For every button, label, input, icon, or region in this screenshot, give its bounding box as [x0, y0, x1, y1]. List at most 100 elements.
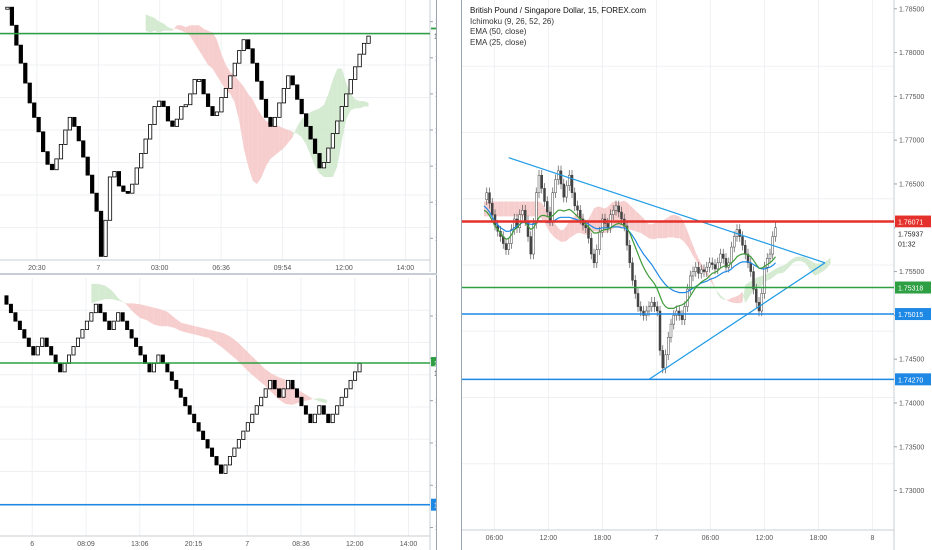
candle-up	[565, 185, 568, 198]
panel-divider-horizontal[interactable]	[0, 273, 437, 275]
renko-brick-down	[192, 413, 197, 424]
renko-brick-up	[54, 158, 59, 171]
renko-brick-down	[49, 163, 55, 171]
cloud-segment-red	[306, 394, 314, 401]
candle-down	[755, 288, 758, 303]
price-label-text: 1.74270	[898, 377, 923, 384]
candle-down	[625, 225, 629, 246]
cloud-segment-green	[715, 287, 718, 295]
x-tick-label: 08:09	[77, 541, 95, 548]
cloud-segment-red	[188, 324, 196, 335]
candle-down	[744, 245, 747, 255]
cloud-segment-red	[503, 201, 506, 217]
candle-up	[716, 262, 719, 270]
cloud-segment-green	[154, 18, 160, 33]
cloud-segment-red	[506, 201, 509, 217]
renko-brick-up	[366, 35, 371, 44]
renko-brick-up	[71, 346, 76, 356]
renko-brick-down	[290, 75, 295, 86]
cloud-segment-red	[261, 115, 267, 177]
cloud-segment-red	[594, 206, 597, 232]
cloud-segment-green	[827, 257, 831, 268]
candle-down	[746, 253, 750, 264]
renko-brick-down	[72, 116, 77, 127]
candle-down	[642, 310, 645, 316]
renko-brick-down	[170, 120, 175, 127]
cloud-segment-red	[274, 124, 280, 156]
legend-ema-25[interactable]: EMA (25, close)	[470, 37, 527, 47]
cloud-segment-red	[216, 331, 223, 349]
renko-chart-top-left-svg[interactable]: 1.76000 1.75800 1.75600 1.75400 1.75200 1.750…	[0, 0, 436, 272]
renko-brick-up	[67, 354, 72, 364]
renko-brick-up	[286, 75, 291, 89]
renko-brick-up	[241, 39, 246, 51]
x-tick-label: 09:54	[274, 265, 292, 272]
cloud-segment-green	[332, 68, 338, 177]
y-tick-label: 1.74500	[899, 357, 924, 364]
candle-down	[713, 264, 717, 270]
candle-down	[587, 227, 590, 239]
y-tick-label: 1.76000	[435, 19, 436, 26]
panel-divider-vertical[interactable]	[436, 0, 437, 550]
candle-down	[636, 293, 640, 307]
candle-down	[524, 209, 527, 222]
renko-brick-up	[93, 303, 98, 314]
renko-brick-up	[80, 329, 85, 339]
legend-ema-50[interactable]: EMA (50, close)	[470, 27, 527, 36]
renko-brick-up	[254, 405, 259, 415]
renko-brick-up	[223, 88, 228, 98]
renko-brick-down	[27, 82, 32, 104]
cloud-segment-green	[748, 281, 751, 299]
renko-brick-up	[330, 413, 335, 424]
x-tick-label: 14:00	[397, 265, 415, 272]
candlestick-chart-right[interactable]: 1.78500 1.78000 1.77500 1.77000 1.76500 1.760…	[462, 0, 932, 550]
cloud-segment-green	[811, 261, 814, 276]
renko-brick-up	[357, 53, 362, 68]
legend-symbol-title[interactable]: British Pound / Singapore Dollar, 15, FO…	[470, 6, 647, 15]
candle-down	[606, 223, 609, 229]
renko-brick-down	[299, 98, 304, 115]
candle-down	[724, 258, 728, 268]
y-tick-label: 1.74500	[435, 483, 436, 490]
renko-brick-up	[281, 88, 286, 104]
price-label-text: 1.75318	[898, 286, 923, 293]
renko-brick-down	[94, 192, 99, 212]
renko-chart-top-left[interactable]: 1.76000 1.75800 1.75600 1.75400 1.75200 1.750…	[0, 0, 436, 272]
cloud-segment-red	[563, 226, 567, 242]
cloud-segment-green	[803, 256, 806, 264]
renko-brick-up	[197, 79, 202, 82]
renko-brick-up	[353, 66, 358, 80]
candle-up	[672, 315, 675, 325]
candlestick-chart-right-svg[interactable]: 1.78500 1.78000 1.77500 1.77000 1.76500 1.760…	[462, 0, 932, 550]
x-tick-label: 7	[245, 541, 249, 548]
cloud-segment-green	[792, 257, 795, 264]
candle-down	[620, 211, 623, 220]
cloud-segment-green	[119, 299, 127, 305]
y-tick-label: 1.75400	[435, 128, 436, 135]
renko-chart-bottom-left-svg[interactable]: 1.765001.760001.755001.750001.745001.740…	[0, 278, 436, 550]
panel-divider-right[interactable]	[461, 0, 462, 550]
renko-brick-up	[143, 138, 148, 154]
candle-down	[661, 350, 664, 369]
cloud-segment-red	[731, 296, 735, 304]
y-tick-label: 1.75000	[435, 440, 436, 447]
renko-brick-up	[339, 396, 344, 407]
cloud-segment-red	[660, 220, 663, 239]
renko-brick-down	[49, 346, 54, 356]
renko-brick-down	[4, 295, 9, 305]
cloud-segment-red	[682, 219, 685, 243]
renko-brick-up	[156, 100, 162, 107]
cloud-segment-red	[266, 120, 271, 167]
x-tick-label: 12:00	[756, 535, 774, 542]
legend-ichimoku[interactable]: Ichimoku (9, 26, 52, 26)	[470, 16, 555, 26]
candle-down	[488, 192, 491, 204]
x-tick-label: 8	[870, 535, 874, 542]
cloud-segment-green	[355, 99, 360, 109]
candle-up	[485, 192, 488, 200]
cloud-segment-red	[734, 296, 737, 304]
renko-chart-bottom-left[interactable]: 1.765001.760001.755001.750001.745001.740…	[0, 278, 436, 550]
cloud-segment-red	[185, 25, 191, 37]
x-tick-label: 06:00	[702, 535, 720, 542]
cloud-segment-green	[789, 259, 792, 268]
renko-brick-down	[210, 447, 215, 457]
